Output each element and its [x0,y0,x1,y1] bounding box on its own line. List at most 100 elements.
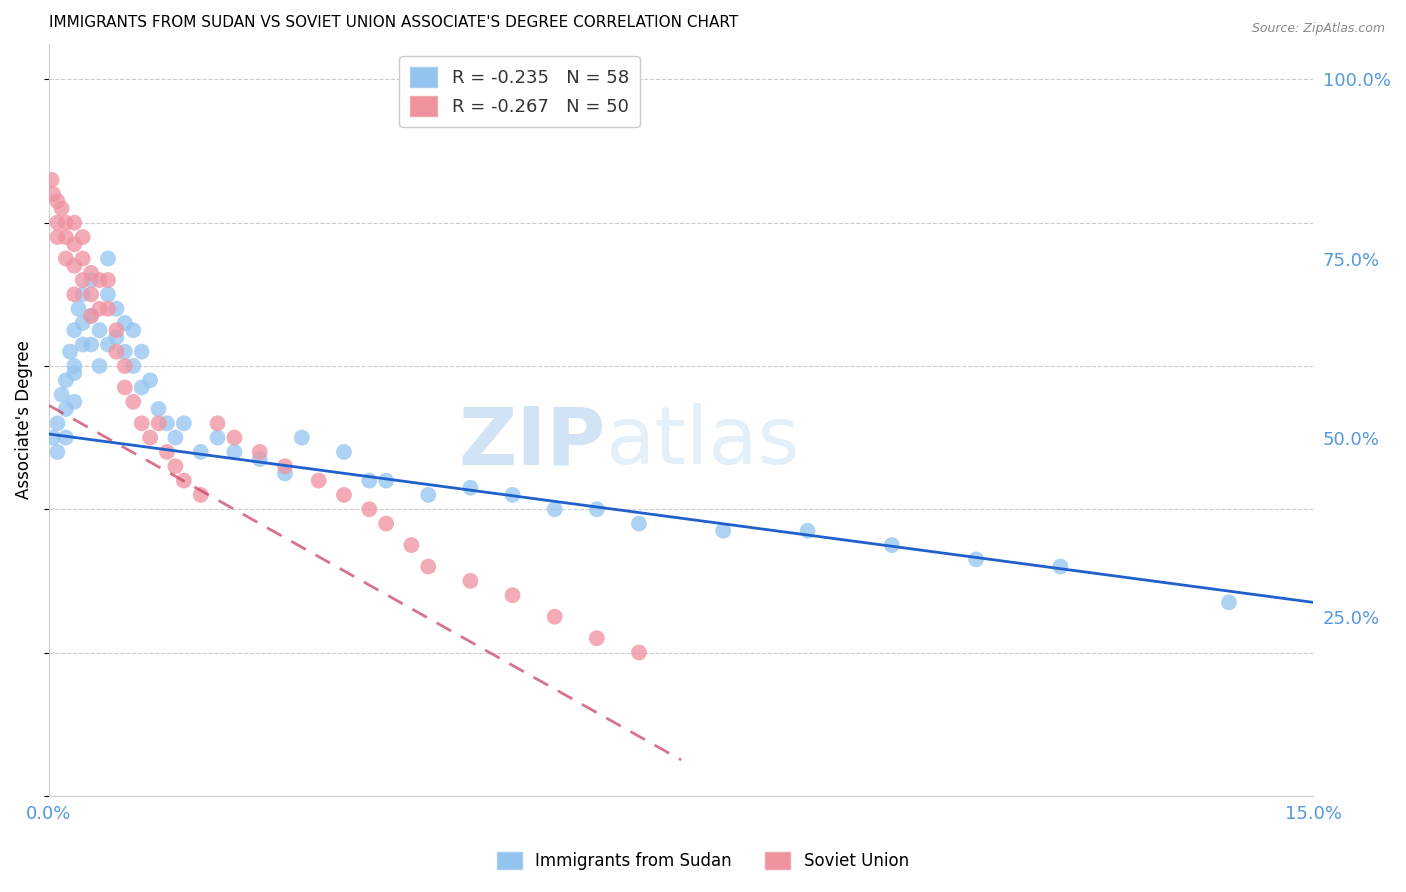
Point [55,230,77,244]
Point [148,401,170,416]
Point [55,216,77,230]
Point [585,502,607,516]
Point [80,337,103,351]
Point [63,259,86,273]
Point [207,431,229,445]
Point [274,459,297,474]
Point [46,445,69,459]
Point [1049,559,1071,574]
Point [965,552,987,566]
Point [72,273,94,287]
Point [42,431,65,445]
Point [46,216,69,230]
Point [80,266,103,280]
Point [114,359,136,373]
Point [418,559,440,574]
Text: atlas: atlas [605,403,800,482]
Point [122,359,145,373]
Point [97,252,120,266]
Point [207,417,229,431]
Point [249,445,271,459]
Point [173,474,195,488]
Point [114,380,136,394]
Point [72,316,94,330]
Point [80,273,103,287]
Point [880,538,903,552]
Point [502,588,524,602]
Point [249,452,271,467]
Point [333,488,356,502]
Text: Source: ZipAtlas.com: Source: ZipAtlas.com [1251,22,1385,36]
Point [173,417,195,431]
Point [67,301,90,316]
Point [418,488,440,502]
Point [308,474,330,488]
Point [55,373,77,387]
Point [63,216,86,230]
Point [46,417,69,431]
Point [796,524,818,538]
Point [460,574,482,588]
Point [63,323,86,337]
Point [156,417,179,431]
Point [105,344,128,359]
Point [131,344,153,359]
Point [148,417,170,431]
Point [80,309,103,323]
Point [105,323,128,337]
Point [274,467,297,481]
Legend: Immigrants from Sudan, Soviet Union: Immigrants from Sudan, Soviet Union [491,845,915,877]
Point [105,330,128,344]
Point [114,344,136,359]
Point [63,394,86,409]
Point [544,609,567,624]
Point [627,646,650,660]
Point [55,401,77,416]
Point [190,488,212,502]
Point [375,516,398,531]
Point [224,445,246,459]
Point [97,273,120,287]
Point [359,502,381,516]
Point [165,459,187,474]
Point [97,337,120,351]
Point [97,301,120,316]
Point [89,273,111,287]
Point [63,287,86,301]
Point [122,323,145,337]
Point [51,387,73,401]
Point [89,323,111,337]
Point [105,301,128,316]
Legend: R = -0.235   N = 58, R = -0.267   N = 50: R = -0.235 N = 58, R = -0.267 N = 50 [399,56,640,127]
Point [291,431,314,445]
Point [72,337,94,351]
Point [80,287,103,301]
Point [72,252,94,266]
Point [114,316,136,330]
Point [156,445,179,459]
Point [627,516,650,531]
Text: ZIP: ZIP [458,403,605,482]
Point [585,631,607,645]
Point [359,474,381,488]
Point [190,445,212,459]
Text: IMMIGRANTS FROM SUDAN VS SOVIET UNION ASSOCIATE'S DEGREE CORRELATION CHART: IMMIGRANTS FROM SUDAN VS SOVIET UNION AS… [49,15,738,30]
Point [51,202,73,216]
Point [375,474,398,488]
Point [131,417,153,431]
Point [63,237,86,252]
Point [41,173,63,187]
Point [131,380,153,394]
Point [89,359,111,373]
Point [139,373,162,387]
Y-axis label: Associate's Degree: Associate's Degree [15,340,32,500]
Point [97,287,120,301]
Point [72,230,94,244]
Point [544,502,567,516]
Point [165,431,187,445]
Point [63,366,86,380]
Point [59,344,82,359]
Point [46,230,69,244]
Point [460,481,482,495]
Point [401,538,423,552]
